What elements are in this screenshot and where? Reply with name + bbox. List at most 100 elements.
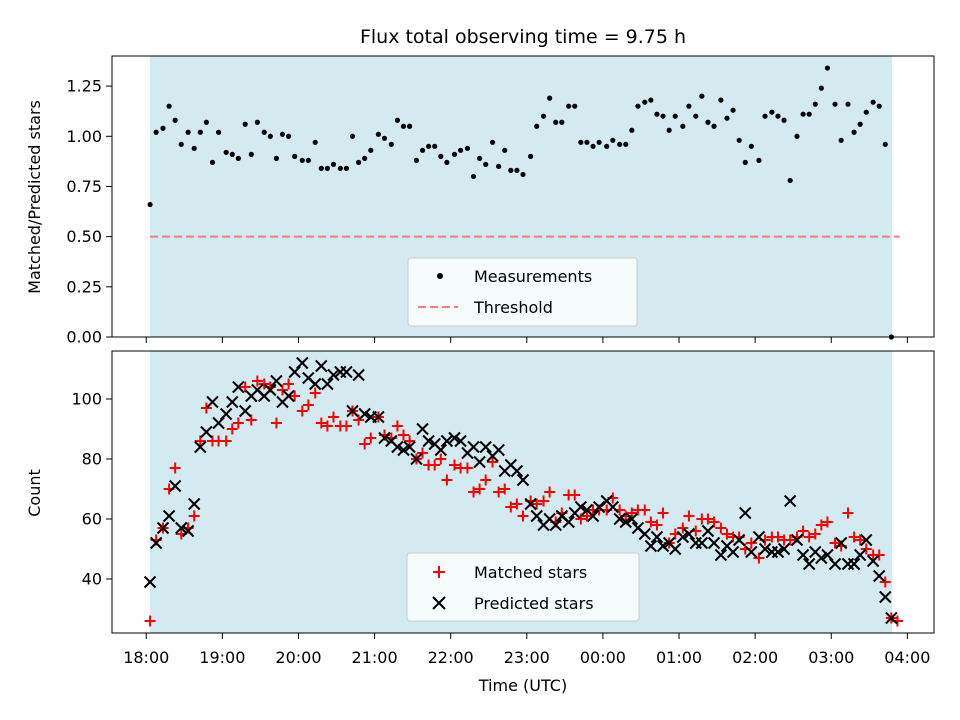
measurement-point [617, 141, 623, 147]
x-tick-label: 03:00 [808, 648, 854, 667]
matched-star-point [505, 501, 517, 513]
matched-star-point [842, 507, 854, 519]
predicted-star-point [422, 434, 435, 448]
measurement-point [153, 129, 159, 135]
predicted-star-point [828, 557, 842, 571]
matched-star-point [200, 402, 212, 414]
matched-star-point [321, 420, 333, 432]
measurement-point [496, 163, 502, 169]
matched-star-point [569, 489, 581, 501]
measurement-point [610, 137, 616, 143]
predicted-star-point [168, 479, 182, 493]
predicted-star-point [758, 542, 772, 556]
measurement-point [590, 143, 596, 149]
predicted-star-point [549, 518, 562, 532]
matched-star-point [784, 534, 796, 546]
legend-matched: Matched stars [474, 563, 587, 582]
predicted-star-point [695, 536, 709, 550]
predicted-star-point [454, 434, 467, 448]
measurement-point [160, 125, 166, 131]
matched-star-point [657, 507, 669, 519]
x-tick-label: 22:00 [428, 648, 474, 667]
predicted-star-point [650, 530, 664, 544]
matched-star-point [511, 498, 523, 510]
predicted-star-point [613, 512, 626, 526]
matched-star-point [365, 432, 377, 444]
measurement-point [191, 145, 197, 151]
matched-star-point [873, 549, 885, 561]
matched-star-point [245, 414, 257, 426]
predicted-star-point [416, 422, 429, 436]
predicted-star-point [232, 380, 245, 394]
measurement-point [299, 157, 305, 163]
y-tick-label: 60 [82, 510, 102, 529]
top-y-ticks: 0.00 0.25 0.50 0.75 1.00 1.25 [66, 77, 112, 347]
predicted-star-point [777, 542, 791, 556]
measurement-point [166, 103, 172, 109]
measurement-point [444, 159, 450, 165]
measurement-point [285, 133, 292, 139]
measurement-point [635, 103, 641, 109]
measurement-point [343, 165, 350, 171]
predicted-star-point [410, 452, 423, 466]
matched-star-point [461, 462, 473, 474]
measurement-point [209, 159, 216, 165]
measurement-point [438, 153, 444, 159]
measurement-point [882, 141, 888, 147]
predicted-star-point [834, 536, 848, 550]
legend-threshold: Threshold [473, 298, 553, 317]
predicted-star-point [378, 431, 391, 445]
predicted-star-point [296, 356, 309, 370]
matched-star-point [309, 387, 321, 399]
measurement-point [279, 131, 286, 137]
predicted-star-point [473, 455, 486, 469]
predicted-star-point [752, 530, 766, 544]
bottom-plot-frame [111, 350, 935, 634]
matched-star-point [226, 423, 238, 435]
matched-star-point [809, 528, 821, 540]
predicted-star-point [440, 434, 454, 448]
matched-star-point [276, 384, 288, 396]
measurement-point [693, 113, 699, 119]
measurement-point [534, 123, 540, 129]
matched-star-point [708, 516, 720, 528]
measurement-point [273, 155, 279, 161]
predicted-star-point [530, 509, 543, 523]
predicted-star-point [644, 539, 658, 553]
measurement-point [388, 141, 394, 147]
predicted-star-point [783, 494, 797, 508]
predicted-star-point [200, 425, 213, 439]
measurement-point [818, 85, 824, 91]
measurement-point [413, 157, 420, 163]
measurement-point [730, 107, 736, 113]
matched-star-point [239, 381, 251, 393]
predicted-star-point [219, 407, 233, 421]
measurement-point [660, 113, 666, 119]
measurement-point [812, 101, 818, 107]
measurement-point [362, 155, 368, 161]
measurement-point [736, 137, 742, 143]
matched-star-point [251, 375, 263, 387]
measurement-point [400, 123, 407, 129]
matched-star-point [829, 537, 841, 549]
measurement-point [451, 151, 458, 157]
measurement-point [762, 113, 768, 119]
measurement-point [553, 119, 559, 125]
matched-star-point [677, 522, 689, 534]
measurement-point [470, 173, 477, 180]
matched-star-point [544, 486, 556, 498]
legend-measurements: Measurements [474, 267, 592, 286]
measurement-point [857, 121, 863, 127]
y-tick-label: 0.25 [66, 277, 102, 296]
x-tick-label: 00:00 [580, 648, 626, 667]
matched-star-point [441, 474, 453, 486]
measurement-point [806, 111, 812, 117]
measurement-point [718, 97, 724, 103]
bottom-y-ticks: 40 60 80 100 [71, 390, 112, 589]
predicted-star-point [187, 497, 201, 511]
measurement-point [229, 151, 235, 157]
matched-star-point [683, 510, 695, 522]
matched-star-point [270, 417, 282, 429]
predicted-star-point [434, 443, 448, 457]
